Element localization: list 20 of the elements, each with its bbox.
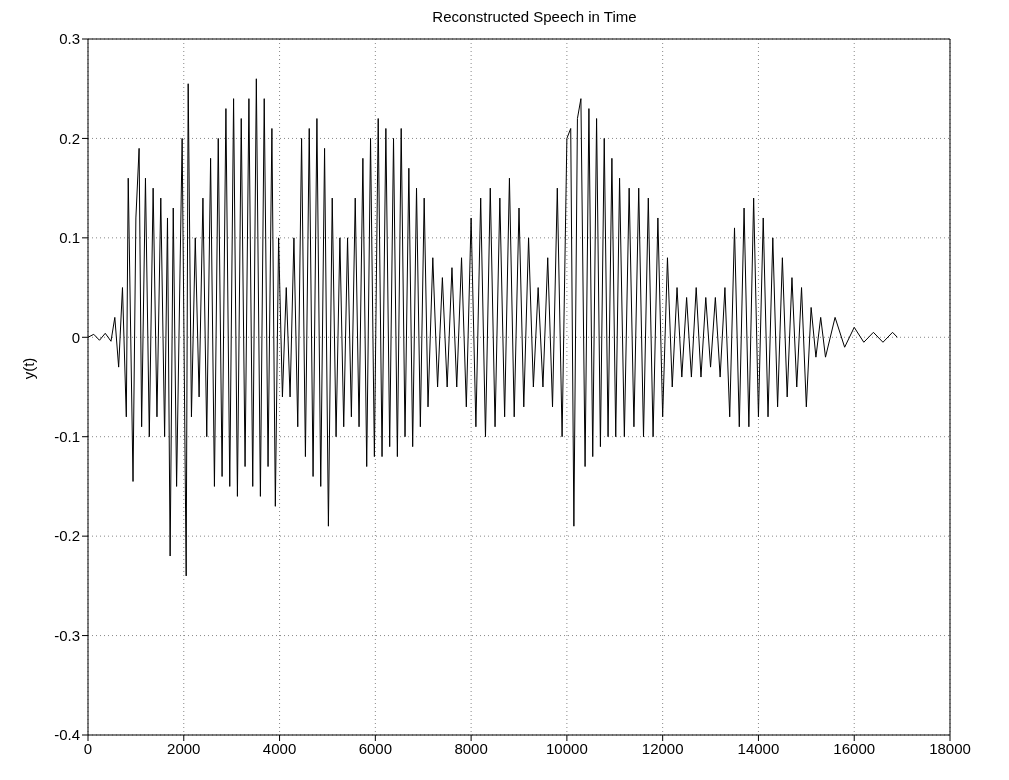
y-tick-label: -0.4 (54, 726, 80, 744)
x-tick-label: 18000 (929, 739, 971, 757)
y-tick-label: 0.2 (59, 129, 80, 147)
x-tick-label: 0 (83, 739, 93, 757)
y-axis-title: y(t) (20, 357, 38, 380)
y-tick-label: 0 (71, 328, 80, 346)
x-tick-label: 8000 (454, 739, 488, 757)
x-tick-label: 6000 (358, 739, 393, 757)
y-tick-label: -0.2 (54, 527, 80, 545)
chart-title: Reconstructed Speech in Time (431, 8, 638, 27)
y-tick-label: 0.3 (59, 30, 80, 48)
y-tick-label: -0.3 (54, 626, 80, 644)
y-tick-label: -0.1 (54, 428, 80, 446)
x-tick-label: 12000 (641, 739, 684, 757)
x-tick-label: 16000 (833, 739, 876, 757)
x-tick-label: 10000 (546, 739, 588, 757)
y-tick-label: 0.1 (59, 229, 80, 247)
x-tick-label: 14000 (737, 739, 780, 757)
x-tick-label: 4000 (262, 739, 297, 757)
x-tick-label: 2000 (167, 739, 201, 757)
